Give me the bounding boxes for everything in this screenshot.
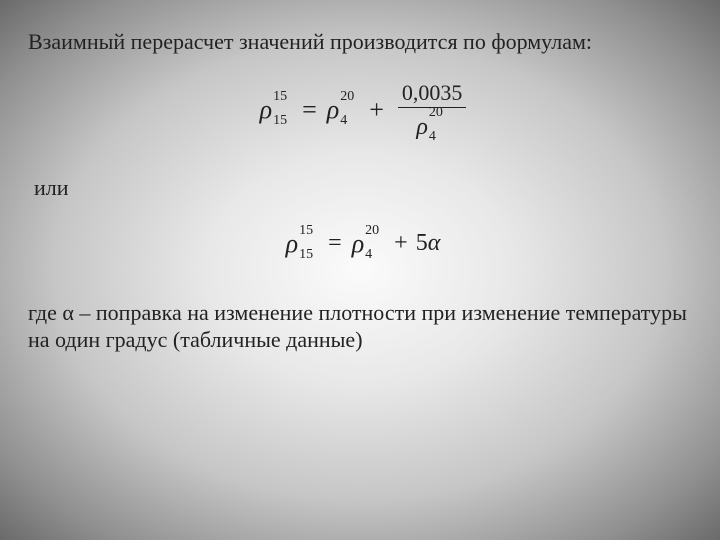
or-text: или: [34, 175, 696, 201]
rho-sub: 15: [273, 113, 287, 129]
rho-base: ρ: [416, 114, 428, 140]
slide: Взаимный перерасчет значений производитс…: [0, 0, 720, 540]
formula-2: ρ 15 15 = ρ 20 4 + 5α: [28, 229, 696, 259]
rho-sup: 20: [429, 105, 443, 121]
rho-base: ρ: [327, 95, 339, 124]
f2-rhs1-rho: ρ 20 4: [352, 229, 364, 259]
plus-sign: +: [394, 230, 408, 257]
fraction-denominator: ρ 20 4: [414, 108, 450, 141]
rho-sup: 20: [365, 223, 379, 239]
equals-sign: =: [328, 230, 342, 257]
equals-sign: =: [302, 95, 317, 125]
formula-1: ρ 15 15 = ρ 20 4 + 0,0035 ρ 20 4: [28, 80, 696, 141]
alpha-symbol: α: [428, 230, 441, 257]
rho-sup: 15: [273, 89, 287, 105]
f2-lhs-rho: ρ 15 15: [286, 229, 298, 259]
rho-base: ρ: [286, 229, 298, 258]
rho-base: ρ: [260, 95, 272, 124]
f1-lhs-rho: ρ 15 15: [260, 95, 272, 125]
f1-fraction: 0,0035 ρ 20 4: [398, 80, 467, 141]
rho-sub: 4: [340, 113, 347, 129]
explanation-text: где α – поправка на изменение плотности …: [28, 299, 696, 354]
rho-sup: 20: [340, 89, 354, 105]
rho-sub: 4: [365, 247, 372, 263]
plus-sign: +: [369, 95, 384, 125]
rho-base: ρ: [352, 229, 364, 258]
fraction-numerator: 0,0035: [398, 80, 467, 107]
coefficient: 5: [416, 230, 428, 257]
f1-rhs1-rho: ρ 20 4: [327, 95, 339, 125]
rho-sub: 4: [429, 129, 436, 145]
rho-sub: 15: [299, 247, 313, 263]
intro-text: Взаимный перерасчет значений производитс…: [28, 28, 696, 56]
rho-sup: 15: [299, 223, 313, 239]
